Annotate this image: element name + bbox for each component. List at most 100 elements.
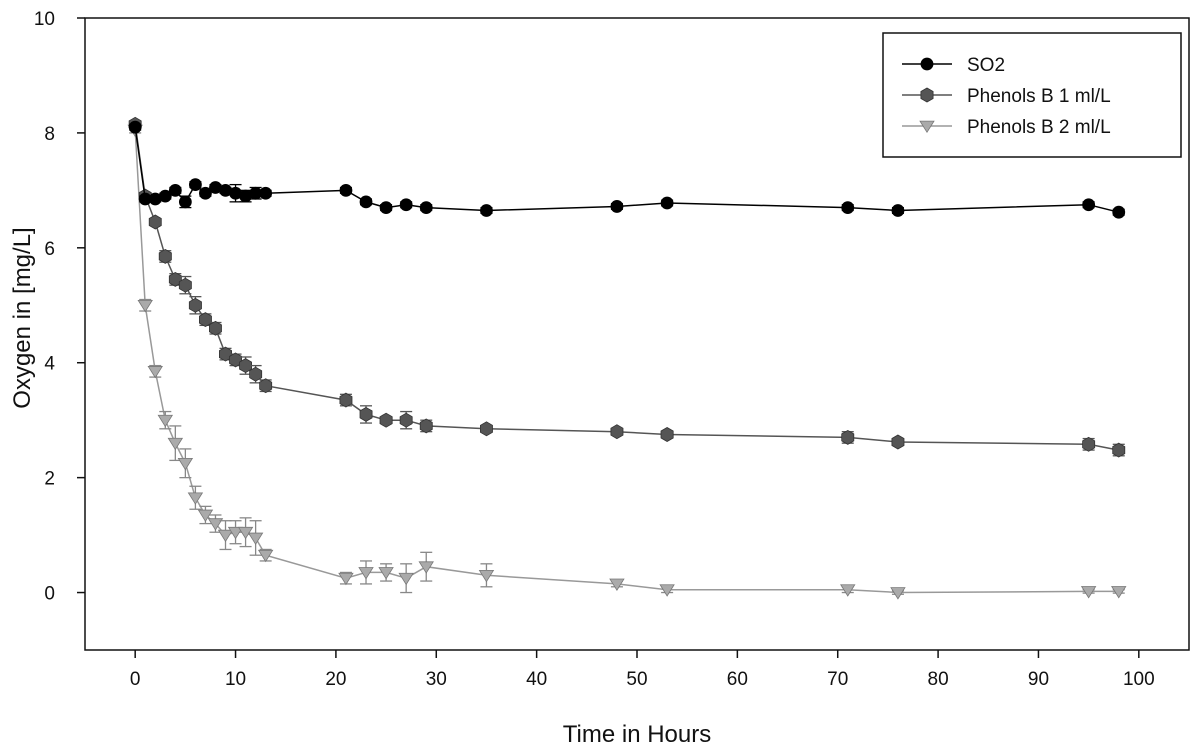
data-point	[249, 366, 263, 382]
y-tick-label: 8	[44, 124, 55, 145]
data-point	[137, 299, 153, 313]
x-axis: 0 10 20 30 40 50 60 70 80 90 100	[130, 650, 1155, 690]
data-point	[217, 529, 234, 543]
data-point	[891, 434, 905, 450]
data-point	[257, 549, 274, 563]
y-tick-label: 2	[44, 469, 55, 490]
x-tick-label: 20	[325, 669, 346, 690]
x-tick-label: 60	[727, 669, 748, 690]
series-1	[128, 116, 1126, 458]
data-point	[187, 492, 204, 505]
data-point	[610, 424, 624, 440]
data-point	[147, 366, 163, 379]
series-2	[127, 124, 1127, 600]
data-point	[128, 120, 142, 134]
x-axis-title: Time in Hours	[563, 721, 711, 748]
data-point	[178, 277, 192, 293]
data-point	[1082, 198, 1096, 212]
data-point	[659, 584, 675, 597]
x-tick-label: 30	[426, 669, 447, 690]
data-point	[1082, 436, 1096, 452]
data-point	[188, 297, 202, 313]
x-tick-label: 40	[526, 669, 547, 690]
data-point	[208, 320, 222, 336]
data-point	[419, 201, 433, 215]
data-point	[610, 200, 624, 213]
x-tick-label: 50	[626, 669, 647, 690]
data-point	[840, 584, 856, 597]
data-point	[218, 346, 233, 362]
x-tick-label: 90	[1028, 669, 1049, 690]
data-point	[479, 421, 493, 437]
legend-marker	[920, 57, 934, 71]
data-point	[188, 178, 202, 192]
legend: SO2 Phenols B 1 ml/L Phenols B 2 ml/L	[882, 32, 1182, 158]
data-point	[890, 587, 906, 600]
data-point	[660, 196, 674, 210]
x-tick-label: 80	[928, 669, 949, 690]
data-point	[198, 312, 212, 328]
data-point	[168, 183, 182, 197]
data-point	[478, 570, 495, 583]
data-point	[167, 437, 184, 451]
data-point	[207, 518, 224, 531]
series-line	[134, 124, 1119, 451]
y-tick-label: 6	[44, 239, 55, 260]
data-point	[158, 248, 172, 264]
data-point	[227, 526, 244, 540]
data-point	[1112, 442, 1126, 458]
data-point	[158, 189, 172, 203]
data-point	[359, 406, 373, 422]
data-point	[399, 412, 413, 428]
legend-marker	[919, 120, 935, 134]
legend-label: SO2	[967, 55, 1005, 76]
data-point	[419, 418, 433, 434]
data-point	[358, 567, 374, 580]
series-layer	[127, 116, 1127, 600]
x-tick-label: 10	[225, 669, 246, 690]
data-point	[259, 186, 273, 200]
data-point	[379, 412, 393, 428]
data-point	[339, 183, 353, 197]
legend-label: Phenols B 2 ml/L	[967, 117, 1111, 138]
y-tick-label: 10	[34, 9, 55, 30]
data-point	[398, 572, 414, 586]
series-line	[134, 129, 1119, 594]
data-point	[841, 429, 855, 445]
legend-label: Phenols B 1 ml/L	[967, 86, 1111, 107]
data-point	[157, 414, 174, 428]
y-tick-label: 4	[44, 354, 55, 375]
data-point	[379, 201, 393, 215]
data-point	[660, 427, 674, 442]
y-tick-label: 0	[44, 584, 55, 605]
data-point	[197, 509, 214, 523]
data-point	[338, 572, 354, 586]
data-point	[177, 457, 194, 471]
data-point	[841, 201, 855, 215]
x-tick-label: 70	[827, 669, 848, 690]
data-point	[239, 358, 253, 374]
x-tick-label: 100	[1123, 669, 1155, 690]
data-point	[418, 561, 434, 574]
data-point	[378, 567, 394, 580]
y-axis-title: Oxygen in [mg/L]	[9, 227, 36, 408]
data-point	[480, 204, 493, 217]
data-point	[399, 198, 413, 212]
legend-marker	[920, 87, 934, 103]
data-point	[1112, 205, 1126, 219]
y-axis: 0 2 4 6 8 10	[34, 9, 85, 605]
data-point	[1111, 586, 1127, 599]
x-tick-label: 0	[130, 669, 141, 690]
series-0	[128, 120, 1126, 219]
data-point	[339, 392, 353, 408]
data-point	[247, 532, 264, 546]
data-point	[178, 195, 192, 209]
data-point	[891, 204, 905, 217]
data-point	[609, 578, 625, 591]
data-point	[148, 214, 162, 230]
data-point	[359, 195, 373, 209]
data-point	[1080, 586, 1097, 599]
data-point	[259, 378, 273, 394]
data-point	[199, 186, 212, 200]
